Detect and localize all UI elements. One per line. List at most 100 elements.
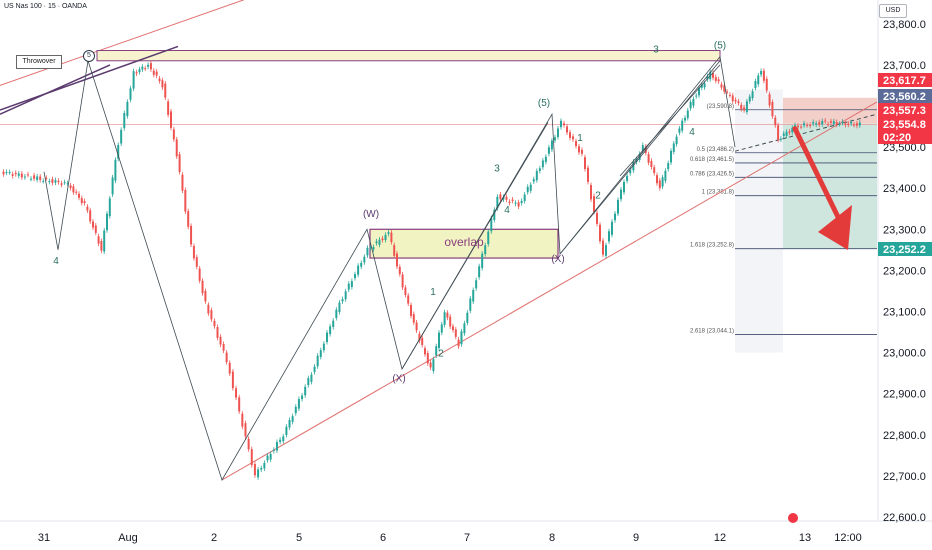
resistance-box: [96, 50, 721, 62]
candle-body: [123, 113, 126, 129]
candle-body: [490, 218, 493, 232]
candle-body: [647, 154, 650, 163]
price-tag: [878, 73, 932, 87]
candle-body: [33, 175, 36, 179]
candle-body: [329, 326, 332, 335]
candle-body: [372, 247, 375, 250]
candle-body: [26, 174, 29, 176]
candle-body: [170, 111, 172, 128]
symbol-label: US Nas 100 · 15 · OANDA: [4, 3, 87, 10]
candle-body: [661, 177, 664, 187]
symbol-header: US Nas 100 · 15 · OANDA: [4, 3, 87, 10]
fib-level-label: 0.786 (23,426.5): [690, 171, 734, 177]
y-tick-label: 23,100.0: [883, 306, 926, 318]
wave-label: (5): [714, 40, 726, 51]
candle-body: [161, 80, 164, 88]
wave-label: (X): [551, 254, 564, 265]
candle-body: [452, 326, 454, 331]
y-tick-label: 23,500.0: [883, 142, 926, 154]
candle-body: [108, 198, 111, 217]
candle-body: [658, 180, 661, 189]
candle-body: [357, 265, 360, 275]
candle-body: [544, 156, 547, 162]
x-tick-label: 12: [714, 532, 726, 544]
candle-body: [181, 174, 184, 191]
candle-body: [818, 122, 821, 125]
candle-body: [192, 246, 195, 259]
candle-body: [650, 160, 653, 167]
overlap-box: [369, 228, 559, 259]
x-tick-label: 8: [549, 532, 555, 544]
candle-body: [700, 84, 703, 88]
stop-loss-zone: [783, 97, 877, 124]
flag-icon[interactable]: [788, 513, 798, 523]
candle-body: [94, 225, 97, 233]
y-tick-label: 23,000.0: [883, 348, 926, 360]
candle-body: [664, 170, 667, 181]
candle-body: [106, 213, 108, 231]
candle-body: [514, 202, 517, 204]
candle-body: [656, 175, 658, 184]
candle-body: [207, 304, 210, 314]
candle-body: [472, 289, 475, 302]
candle-body: [8, 172, 11, 174]
candle-body: [672, 143, 675, 152]
candle-body: [806, 125, 809, 127]
candle-body: [791, 127, 794, 133]
candle-body: [60, 183, 63, 185]
candle-body: [858, 122, 861, 126]
candle-body: [827, 124, 830, 126]
candle-body: [429, 362, 432, 368]
candle-body: [275, 441, 278, 451]
candle-body: [135, 72, 138, 74]
candle-body: [838, 123, 841, 125]
candle-body: [605, 245, 607, 256]
candle-body: [779, 138, 782, 140]
x-tick-label: 2: [211, 532, 217, 544]
candle-body: [449, 316, 452, 327]
candle-body: [120, 129, 123, 144]
price-tag: [878, 242, 932, 256]
candle-body: [541, 160, 544, 168]
candle-body: [57, 180, 60, 183]
wave-channel-a: [401, 122, 549, 370]
candle-body: [517, 202, 520, 207]
candle-body: [681, 120, 684, 131]
candle-body: [440, 324, 443, 333]
candle-body: [641, 145, 644, 151]
candle-body: [350, 281, 353, 288]
target-arrow-head: [818, 205, 852, 250]
price-tag: [878, 130, 932, 144]
candle-body: [638, 153, 641, 160]
candle-body: [326, 332, 328, 342]
candle-body: [319, 350, 322, 357]
candle-body: [835, 122, 838, 125]
candle-body: [617, 199, 619, 214]
candle-body: [675, 136, 678, 145]
candle-body: [164, 83, 167, 98]
candle-body: [17, 173, 20, 176]
x-tick-label: 31: [38, 532, 50, 544]
candle-body: [757, 75, 760, 85]
candle-body: [635, 158, 638, 162]
y-tick-label: 22,900.0: [883, 389, 926, 401]
candle-body: [14, 172, 17, 175]
candle-body: [620, 189, 622, 200]
candle-body: [175, 139, 178, 157]
candle-body: [222, 344, 225, 351]
candle-body: [344, 291, 347, 300]
candle-body: [322, 343, 325, 351]
candle-body: [2, 171, 5, 175]
wave5-circle-text: 5: [87, 52, 91, 59]
currency-text: USD: [885, 7, 901, 14]
candle-body: [72, 186, 75, 193]
candle-body: [272, 449, 275, 452]
candle-body: [720, 84, 723, 88]
price-tag: [878, 117, 932, 131]
candle-body: [313, 366, 316, 372]
candle-body: [726, 91, 729, 93]
candle-body: [63, 182, 66, 184]
candle-body: [381, 238, 384, 241]
candle-body: [100, 240, 103, 251]
